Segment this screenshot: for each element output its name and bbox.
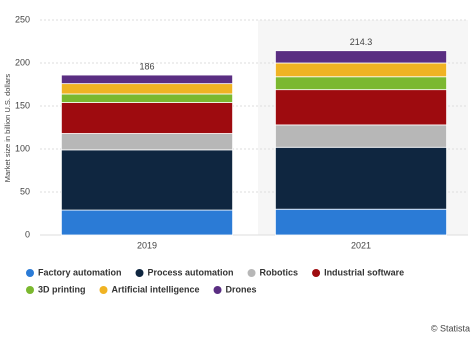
- bar-segment: [274, 124, 447, 148]
- x-tick-label: 2019: [137, 240, 157, 250]
- legend-label: Industrial software: [324, 267, 404, 277]
- legend-label: Artificial intelligence: [112, 284, 200, 294]
- bar-segment: [61, 93, 233, 103]
- legend-label: Robotics: [260, 267, 299, 277]
- bar-segment: [274, 76, 447, 91]
- bar-segment: [274, 146, 447, 210]
- y-tick-label: 250: [15, 14, 30, 24]
- bar-segment: [61, 209, 233, 236]
- legend-marker: [26, 286, 34, 294]
- credit: © Statista: [431, 323, 470, 333]
- legend-marker: [247, 269, 256, 277]
- bar-segment: [61, 133, 233, 151]
- bar-segment: [274, 208, 447, 236]
- legend-label: Factory automation: [38, 267, 122, 277]
- y-tick-label: 50: [20, 186, 30, 196]
- legend-marker: [312, 269, 321, 277]
- bar-segment: [61, 102, 233, 134]
- y-tick-label: 0: [25, 229, 30, 239]
- bar-segment: [274, 89, 447, 126]
- legend-label: 3D printing: [38, 284, 86, 294]
- bar-segment: [61, 74, 233, 85]
- x-tick-label: 2021: [351, 240, 371, 250]
- y-tick-label: 150: [15, 100, 30, 110]
- legend-label: Drones: [226, 284, 257, 294]
- bar-segment: [61, 83, 233, 95]
- bar-segment: [61, 149, 233, 211]
- total-label: 186: [139, 61, 154, 71]
- legend-marker: [26, 269, 34, 277]
- y-axis-label: Market size in billion U.S. dollars: [3, 74, 12, 183]
- y-tick-label: 100: [15, 143, 30, 153]
- legend-marker: [135, 269, 144, 277]
- legend-marker: [213, 286, 222, 294]
- y-tick-label: 200: [15, 57, 30, 67]
- legend-label: Process automation: [148, 267, 234, 277]
- bar-segment: [274, 62, 447, 78]
- bar-segment: [274, 50, 447, 64]
- total-label: 214.3: [350, 37, 373, 47]
- legend-marker: [99, 286, 108, 294]
